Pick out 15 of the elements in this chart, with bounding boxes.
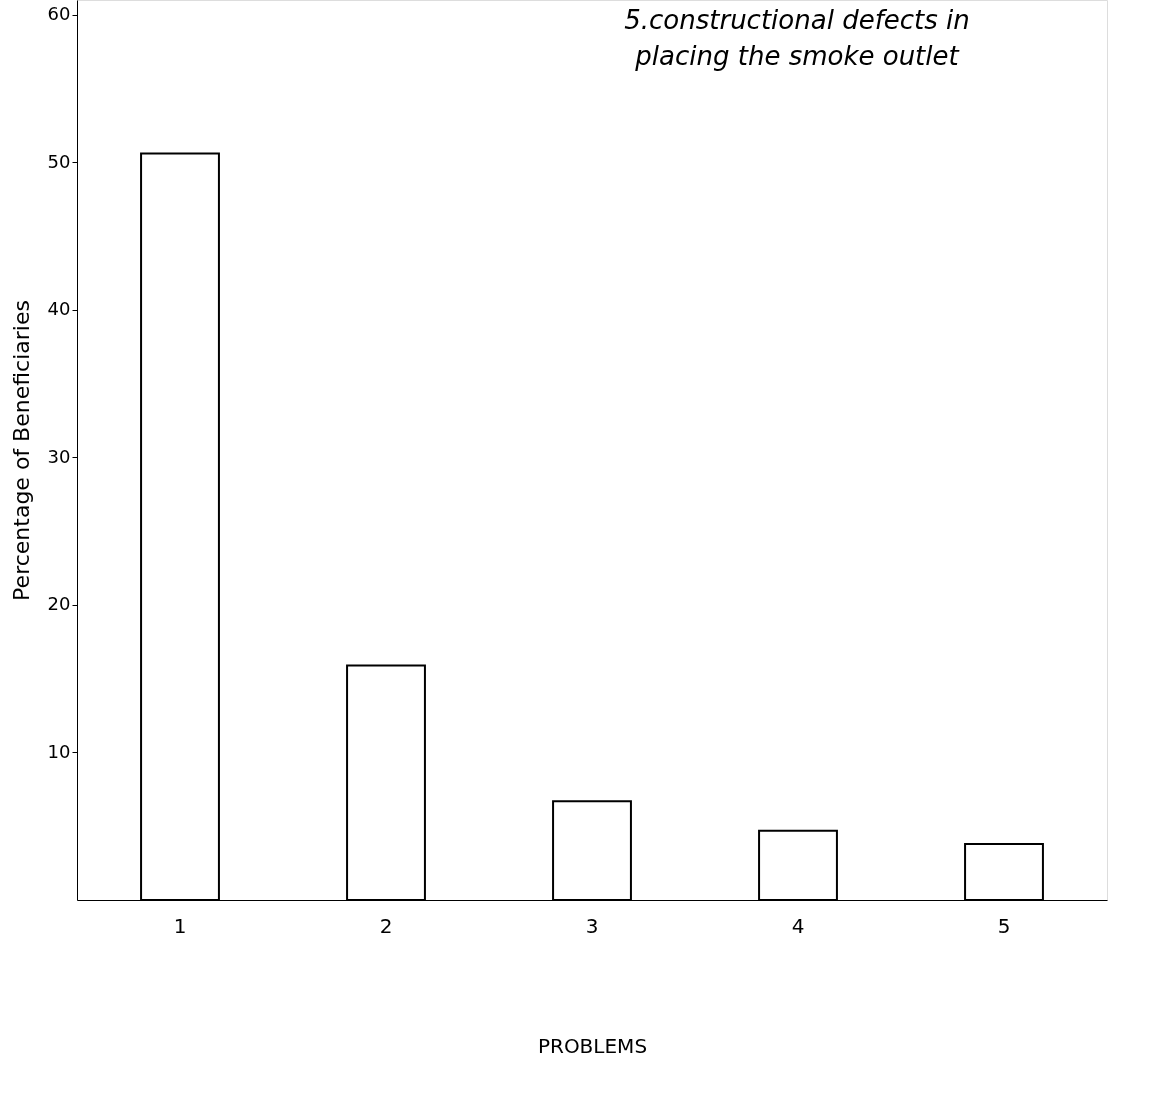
y-tick-label: 30 [47, 445, 71, 467]
annotation: 5.constructional defects in [624, 5, 970, 35]
y-tick-label: 40 [47, 298, 71, 320]
y-tick-label: 60 [47, 3, 71, 25]
y-tick-label: 50 [47, 150, 71, 172]
x-tick-label: 5 [997, 913, 1011, 938]
annotation: placing the smoke outlet [634, 41, 960, 71]
x-tick-label: 4 [791, 913, 805, 938]
x-tick-label: 1 [173, 913, 187, 938]
x-axis-title: PROBLEMS [537, 1033, 648, 1058]
y-axis-title: Percentage of Beneficiaries [8, 300, 34, 601]
y-tick-label: 10 [47, 740, 71, 762]
y-tick-label: 20 [47, 593, 71, 615]
x-tick-label: 2 [379, 913, 393, 938]
x-tick-label: 3 [585, 913, 599, 938]
